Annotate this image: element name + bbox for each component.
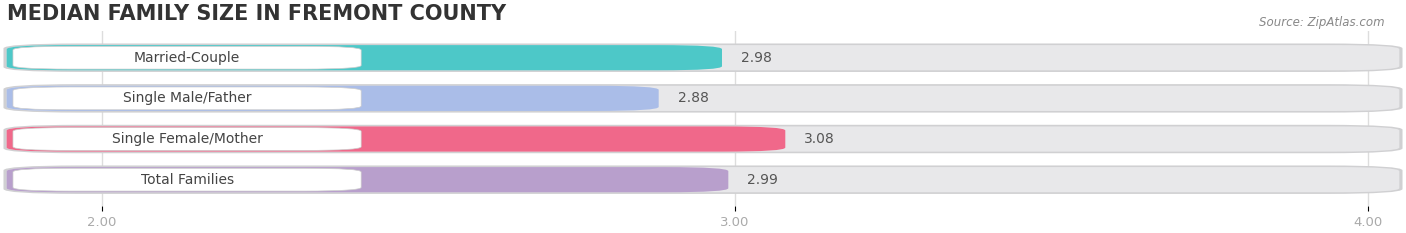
Text: 2.98: 2.98 [741,51,772,65]
FancyBboxPatch shape [13,87,361,110]
FancyBboxPatch shape [7,127,1399,152]
Text: Married-Couple: Married-Couple [134,51,240,65]
FancyBboxPatch shape [3,84,1403,113]
FancyBboxPatch shape [3,165,1403,194]
FancyBboxPatch shape [3,44,1403,72]
FancyBboxPatch shape [7,127,786,152]
Text: Single Female/Mother: Single Female/Mother [111,132,263,146]
FancyBboxPatch shape [7,45,723,70]
FancyBboxPatch shape [13,128,361,151]
FancyBboxPatch shape [7,45,1399,70]
Text: 3.08: 3.08 [804,132,835,146]
Text: MEDIAN FAMILY SIZE IN FREMONT COUNTY: MEDIAN FAMILY SIZE IN FREMONT COUNTY [7,4,506,24]
Text: 2.99: 2.99 [748,173,778,187]
FancyBboxPatch shape [13,168,361,191]
FancyBboxPatch shape [13,46,361,69]
FancyBboxPatch shape [7,167,728,192]
FancyBboxPatch shape [7,86,658,111]
FancyBboxPatch shape [3,125,1403,153]
Text: Single Male/Father: Single Male/Father [122,91,252,105]
Text: Source: ZipAtlas.com: Source: ZipAtlas.com [1260,16,1385,29]
Text: Total Families: Total Families [141,173,233,187]
Text: 2.88: 2.88 [678,91,709,105]
FancyBboxPatch shape [7,86,1399,111]
FancyBboxPatch shape [7,167,1399,192]
